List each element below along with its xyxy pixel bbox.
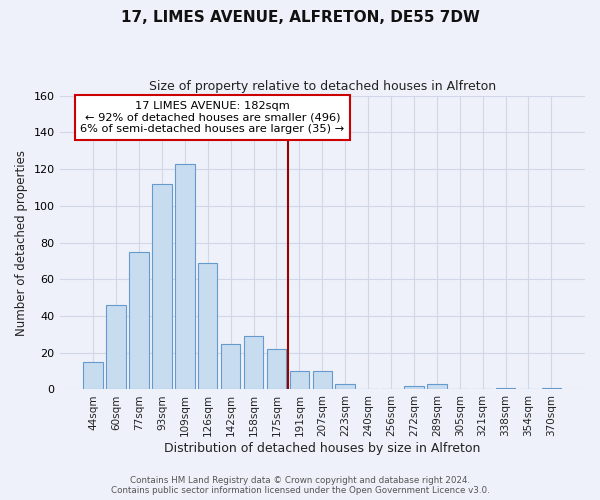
Bar bbox=[427, 384, 446, 390]
Text: Contains HM Land Registry data © Crown copyright and database right 2024.
Contai: Contains HM Land Registry data © Crown c… bbox=[110, 476, 490, 495]
Bar bbox=[106, 305, 126, 390]
Bar bbox=[542, 388, 561, 390]
Bar bbox=[335, 384, 355, 390]
Bar bbox=[83, 362, 103, 390]
Bar bbox=[175, 164, 194, 390]
Bar bbox=[404, 386, 424, 390]
Bar bbox=[290, 371, 309, 390]
Text: 17, LIMES AVENUE, ALFRETON, DE55 7DW: 17, LIMES AVENUE, ALFRETON, DE55 7DW bbox=[121, 10, 479, 25]
X-axis label: Distribution of detached houses by size in Alfreton: Distribution of detached houses by size … bbox=[164, 442, 481, 455]
Bar bbox=[152, 184, 172, 390]
Bar bbox=[496, 388, 515, 390]
Bar bbox=[129, 252, 149, 390]
Y-axis label: Number of detached properties: Number of detached properties bbox=[15, 150, 28, 336]
Title: Size of property relative to detached houses in Alfreton: Size of property relative to detached ho… bbox=[149, 80, 496, 93]
Bar bbox=[313, 371, 332, 390]
Bar bbox=[198, 262, 217, 390]
Text: 17 LIMES AVENUE: 182sqm
← 92% of detached houses are smaller (496)
6% of semi-de: 17 LIMES AVENUE: 182sqm ← 92% of detache… bbox=[80, 101, 344, 134]
Bar bbox=[244, 336, 263, 390]
Bar bbox=[267, 349, 286, 390]
Bar bbox=[221, 344, 241, 390]
